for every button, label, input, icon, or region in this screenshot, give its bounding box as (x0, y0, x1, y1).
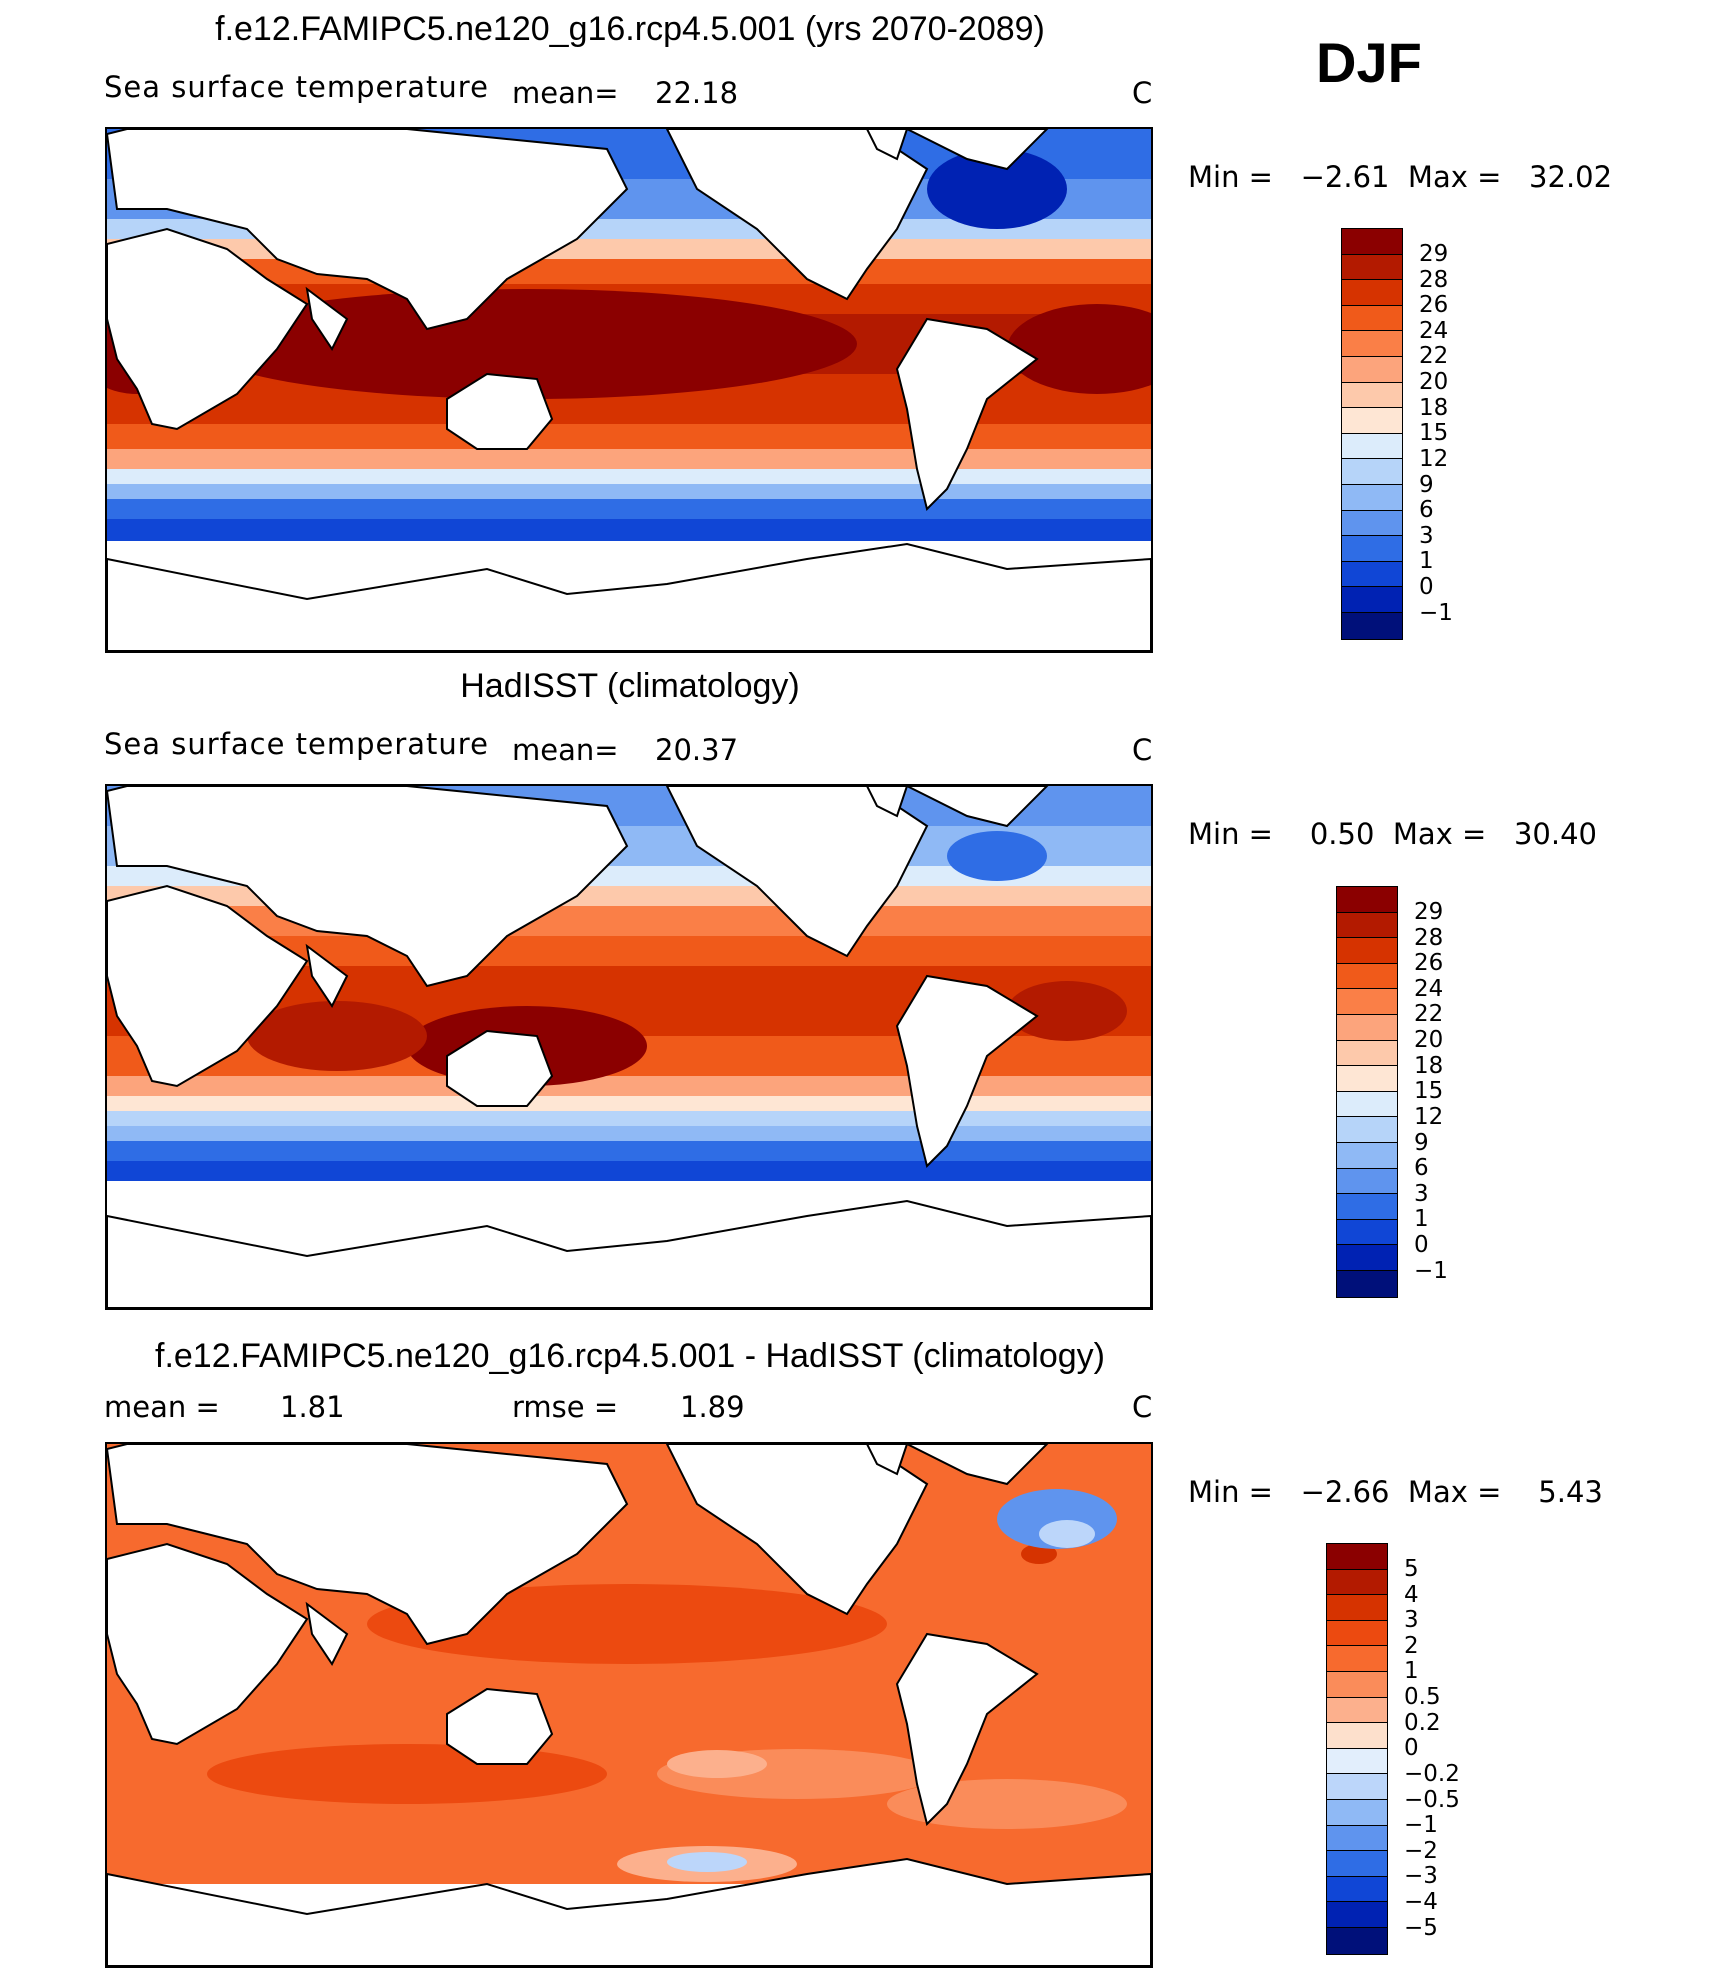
panel1-tick: 6 (1419, 497, 1434, 523)
panel2-mean-value: 20.37 (655, 733, 739, 767)
panel3-mean-value: 1.81 (280, 1390, 345, 1424)
panel3-tick: −3 (1404, 1863, 1438, 1889)
panel1-tick: −1 (1419, 600, 1453, 626)
panel1-units: C (1132, 76, 1153, 110)
panel3-tick: 0.5 (1404, 1684, 1441, 1710)
panel3-tick: 0 (1404, 1735, 1419, 1761)
panel3-tick: 1 (1404, 1658, 1419, 1684)
panel3-tick: −5 (1404, 1915, 1438, 1941)
panel2-tick: 0 (1414, 1232, 1429, 1258)
panel2-tick: 24 (1414, 976, 1444, 1002)
panel2-tick: 20 (1414, 1027, 1444, 1053)
panel1-mean-value: 22.18 (655, 76, 739, 110)
panel1-tick: 26 (1419, 292, 1449, 318)
panel2-tick: 29 (1414, 899, 1444, 925)
panel2-minmax: Min = 0.50 Max = 30.40 (1188, 817, 1598, 851)
panel1-tick: 0 (1419, 574, 1434, 600)
panel2-units: C (1132, 733, 1153, 767)
panel1-tick: 20 (1419, 369, 1449, 395)
panel3-tick: −2 (1404, 1838, 1438, 1864)
panel1-map (105, 127, 1153, 653)
panel1-tick: 15 (1419, 420, 1449, 446)
panel3-tick: 4 (1404, 1582, 1419, 1608)
season-label: DJF (1316, 31, 1422, 94)
panel1-title: f.e12.FAMIPC5.ne120_g16.rcp4.5.001 (yrs … (215, 10, 1045, 48)
panel3-tick: −4 (1404, 1889, 1438, 1915)
panel1-tick: 29 (1419, 241, 1449, 267)
panel3-tick: 2 (1404, 1633, 1419, 1659)
panel3-colorbar (1326, 1543, 1388, 1955)
panel1-tick: 1 (1419, 548, 1434, 574)
panel2-tick: 1 (1414, 1206, 1429, 1232)
panel3-mean-label: mean = (104, 1390, 220, 1424)
panel3-tick: −0.2 (1404, 1761, 1460, 1787)
panel2-tick: 22 (1414, 1001, 1444, 1027)
panel3-minmax: Min = −2.66 Max = 5.43 (1188, 1475, 1603, 1509)
panel3-tick: −0.5 (1404, 1787, 1460, 1813)
panel1-tick: 22 (1419, 343, 1449, 369)
panel2-tick: 9 (1414, 1130, 1429, 1156)
panel2-colorbar (1336, 886, 1398, 1298)
panel1-minmax: Min = −2.61 Max = 32.02 (1188, 160, 1613, 194)
panel2-tick: 18 (1414, 1053, 1444, 1079)
panel3-map (105, 1442, 1153, 1968)
panel3-tick: 0.2 (1404, 1710, 1441, 1736)
panel2-mean-label: mean= (512, 733, 619, 767)
panel2-tick: 15 (1414, 1078, 1444, 1104)
panel3-tick: 5 (1404, 1556, 1419, 1582)
panel1-tick: 24 (1419, 318, 1449, 344)
panel2-tick: 6 (1414, 1155, 1429, 1181)
panel3-tick: 3 (1404, 1607, 1419, 1633)
panel3-tick: −1 (1404, 1812, 1438, 1838)
panel3-rmse-value: 1.89 (680, 1390, 745, 1424)
panel3-units: C (1132, 1390, 1153, 1424)
panel1-tick: 9 (1419, 472, 1434, 498)
panel2-subtitle: Sea surface temperature (104, 727, 489, 761)
panel2-tick: 28 (1414, 925, 1444, 951)
panel1-tick: 3 (1419, 523, 1434, 549)
panel1-subtitle: Sea surface temperature (104, 70, 489, 104)
panel1-tick: 28 (1419, 267, 1449, 293)
panel3-title: f.e12.FAMIPC5.ne120_g16.rcp4.5.001 - Had… (155, 1337, 1105, 1375)
panel3-rmse-label: rmse = (512, 1390, 619, 1424)
panel2-tick: −1 (1414, 1258, 1448, 1284)
panel1-colorbar (1341, 228, 1403, 640)
panel2-tick: 12 (1414, 1104, 1444, 1130)
panel1-tick: 18 (1419, 395, 1449, 421)
panel1-tick: 12 (1419, 446, 1449, 472)
panel2-tick: 26 (1414, 950, 1444, 976)
panel2-map (105, 784, 1153, 1310)
panel2-tick: 3 (1414, 1181, 1429, 1207)
panel2-title: HadISST (climatology) (460, 667, 800, 705)
panel1-mean-label: mean= (512, 76, 619, 110)
